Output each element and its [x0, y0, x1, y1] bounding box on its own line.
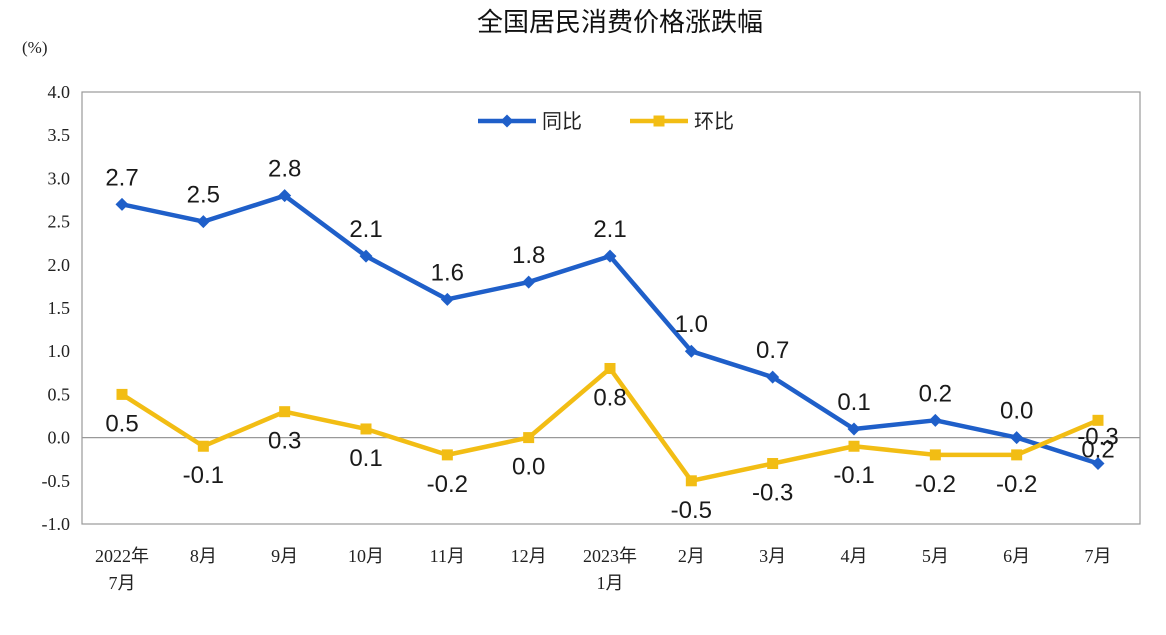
x-tick-label: 8月: [190, 546, 217, 566]
legend-marker-2: [654, 116, 665, 127]
data-label: -0.2: [996, 471, 1037, 498]
x-tick-label: 12月: [511, 546, 547, 566]
x-tick-label: 11月: [430, 546, 465, 566]
y-tick-label: 3.5: [48, 125, 71, 145]
series-2-marker: [930, 449, 941, 460]
plot-area-border: [82, 92, 1140, 524]
data-label: -0.2: [427, 471, 468, 498]
legend-label-2: 环比: [694, 110, 734, 133]
data-label: -0.3: [752, 480, 793, 507]
x-tick-label: 9月: [271, 546, 298, 566]
series-2-marker: [686, 475, 697, 486]
data-label: 0.0: [1000, 398, 1033, 425]
data-label: 2.7: [105, 164, 138, 191]
y-tick-label: 1.0: [48, 341, 71, 361]
data-label: 0.1: [349, 445, 382, 472]
x-tick-label: 2022年: [95, 546, 149, 566]
data-label: 0.1: [837, 389, 870, 416]
y-tick-label: 2.0: [48, 255, 71, 275]
series-1-marker: [116, 198, 129, 211]
x-tick-label: 1月: [597, 573, 624, 593]
data-label: -0.5: [671, 497, 712, 524]
series-2-marker: [1011, 449, 1022, 460]
series-2-marker: [279, 406, 290, 417]
data-label: 2.5: [187, 182, 220, 209]
data-label: 2.1: [593, 216, 626, 243]
data-label: -0.2: [915, 471, 956, 498]
y-axis-unit-label: (%): [22, 38, 47, 57]
legend-marker-1: [501, 115, 514, 128]
legend: 同比 环比: [478, 110, 734, 133]
data-label: 0.2: [1081, 436, 1114, 463]
y-tick-label: 2.5: [48, 212, 71, 232]
cpi-line-chart: 全国居民消费价格涨跌幅 (%) 4.0 3.5 3.0 2.5 2.0 1.5 1.0 0.5…: [0, 0, 1166, 630]
data-label: 0.7: [756, 337, 789, 364]
x-tick-label: 7月: [1085, 546, 1112, 566]
data-label: 0.0: [512, 454, 545, 481]
y-tick-label: 3.0: [48, 168, 71, 188]
y-tick-label: -1.0: [42, 514, 71, 534]
legend-label-1: 同比: [542, 110, 582, 133]
x-tick-label: 2023年: [583, 546, 637, 566]
data-label: 2.8: [268, 156, 301, 183]
series-2-marker: [1093, 415, 1104, 426]
data-label: -0.1: [183, 462, 224, 489]
series-2-marker: [198, 441, 209, 452]
series-2-marker: [117, 389, 128, 400]
series-1-marker: [929, 414, 942, 427]
series-2-marker: [523, 432, 534, 443]
data-label: 0.8: [593, 384, 626, 411]
x-axis-labels: 2022年 7月 8月 9月 10月 11月 12月 2023年 1月 2月 3月 4月 5月 6月 7月: [95, 546, 1112, 593]
chart-title: 全国居民消费价格涨跌幅: [477, 7, 763, 37]
y-tick-label: 4.0: [48, 82, 71, 102]
data-label: 2.1: [349, 216, 382, 243]
series-2-marker: [767, 458, 778, 469]
data-label: 1.0: [675, 311, 708, 338]
x-tick-label: 3月: [759, 546, 786, 566]
data-label: 1.6: [431, 259, 464, 286]
data-label: -0.1: [833, 462, 874, 489]
y-tick-label: 0.0: [48, 428, 71, 448]
data-label: 0.2: [919, 380, 952, 407]
y-axis-ticks: 4.0 3.5 3.0 2.5 2.0 1.5 1.0 0.5 0.0 -0.5 -1.0: [42, 82, 71, 534]
x-tick-label: 10月: [348, 546, 384, 566]
series-1-marker: [197, 215, 210, 228]
x-tick-label: 5月: [922, 546, 949, 566]
chart-canvas: 全国居民消费价格涨跌幅 (%) 4.0 3.5 3.0 2.5 2.0 1.5 1.0 0.5…: [0, 0, 1166, 630]
x-tick-label: 7月: [109, 573, 136, 593]
series-2-marker: [849, 441, 860, 452]
series-2-marker: [442, 449, 453, 460]
x-tick-label: 2月: [678, 546, 705, 566]
y-tick-label: -0.5: [42, 471, 71, 491]
y-tick-label: 0.5: [48, 384, 71, 404]
series-2-marker: [361, 423, 372, 434]
data-label: 0.5: [105, 410, 138, 437]
x-tick-label: 4月: [841, 546, 868, 566]
series-1-marker: [522, 276, 535, 289]
series-2-marker: [605, 363, 616, 374]
data-label: 1.8: [512, 242, 545, 269]
x-tick-label: 6月: [1003, 546, 1030, 566]
data-label: 0.3: [268, 428, 301, 455]
series-1-marker: [1010, 431, 1023, 444]
y-tick-label: 1.5: [48, 298, 71, 318]
series-group: 2.7 2.5 2.8 2.1 1.6 1.8 2.1 1.0 0.7 0.1 0.2 0.0 -0.3…: [105, 156, 1118, 524]
